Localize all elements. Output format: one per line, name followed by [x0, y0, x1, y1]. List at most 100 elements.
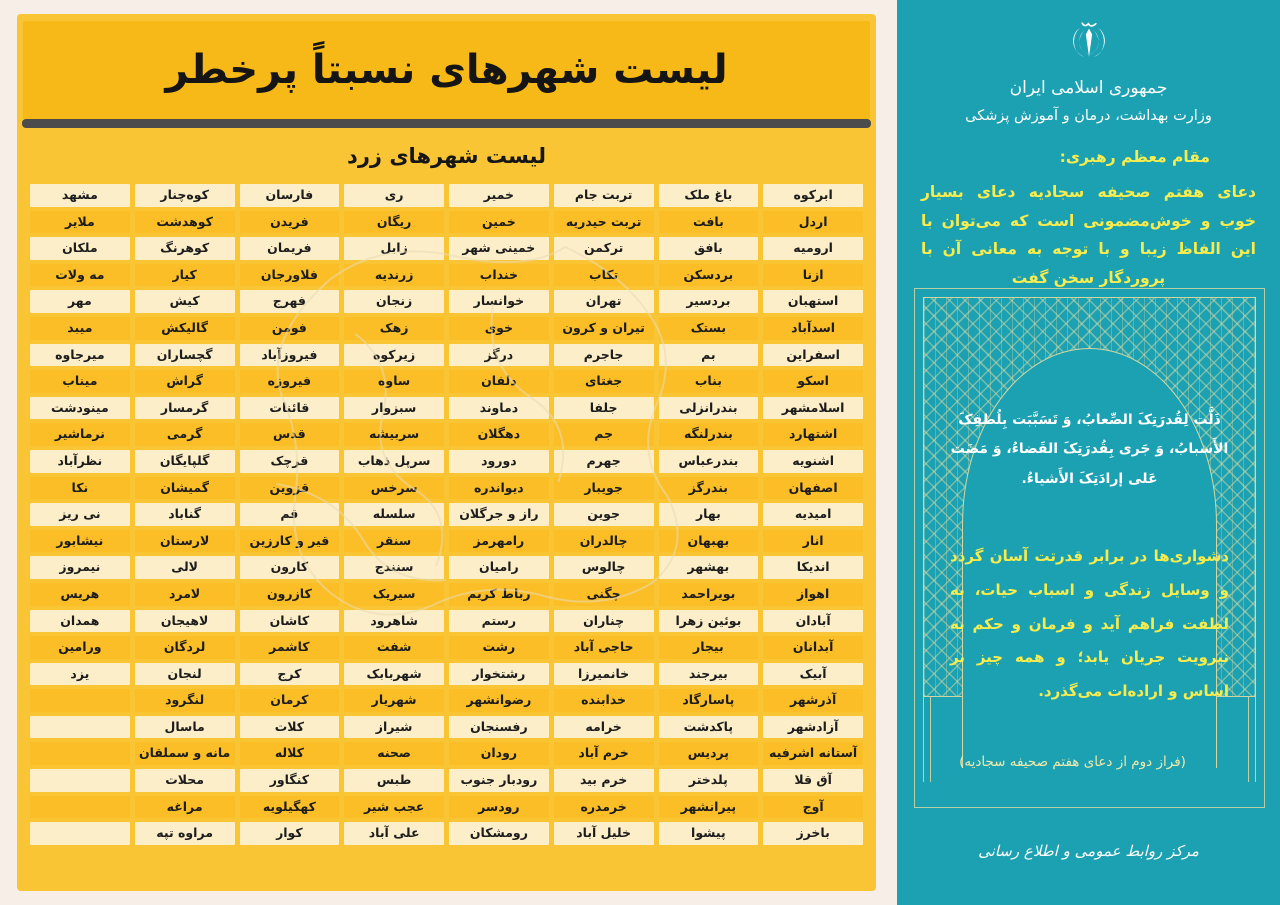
city-cell: ازنا: [763, 263, 863, 287]
city-cell: رفسنجان: [449, 715, 549, 739]
city-cell: میرجاوه: [30, 343, 130, 367]
city-cell: پیرانشهر: [658, 795, 759, 819]
city-cell: بستک: [658, 316, 759, 340]
city-cell: تهران: [553, 290, 654, 313]
city-cell: نرماشیر: [30, 423, 130, 446]
city-cell: قرچک: [239, 449, 340, 473]
city-cell: [30, 769, 130, 792]
city-cell: کاشان: [239, 609, 340, 633]
city-cell: خرم بید: [553, 769, 654, 792]
city-cell: ماسال: [134, 715, 235, 739]
city-cell: رستم: [449, 609, 549, 633]
city-cell: کارون: [239, 556, 340, 579]
city-cell: لنجان: [134, 662, 235, 686]
yellow-cities-card: لیست شهرهای نسبتاً پرخطر لیست شهرهای زرد…: [17, 14, 876, 891]
city-cell: اسکو: [763, 370, 863, 393]
city-cell: کلاله: [239, 742, 340, 766]
city-cell: جغتای: [553, 370, 654, 393]
city-cell: گرمی: [134, 423, 235, 446]
city-cell: [30, 822, 130, 845]
city-cell: ملایر: [30, 210, 130, 234]
city-cell: مشهد: [30, 184, 130, 207]
cities-table-wrap: ابرکوه باغ ملک تربت جام خمیر ری فارسان کوه‌چنا…: [30, 184, 863, 847]
city-cell: اسلامشهر: [763, 396, 863, 420]
city-cell: مراغه: [134, 795, 235, 819]
divider-bar: [22, 119, 871, 128]
city-cell: مراوه تپه: [134, 822, 235, 845]
city-cell: نظرآباد: [30, 449, 130, 473]
prayer-arch: ذَلَّت لِقُدرَتِکَ الصِّعابُ، وَ تَسَبَّ…: [914, 288, 1265, 808]
city-cell: مانه و سملقان: [134, 742, 235, 766]
city-cell: پلدختر: [658, 769, 759, 792]
city-cell: طبس: [344, 769, 444, 792]
city-cell: [30, 742, 130, 766]
city-cell: دماوند: [449, 396, 549, 420]
city-cell: بویراحمد: [658, 582, 759, 606]
city-cell: نیشابور: [30, 529, 130, 553]
city-cell: راز و جرگلان: [449, 503, 549, 526]
city-cell: بوئین زهرا: [658, 609, 759, 633]
city-cell: گراش: [134, 370, 235, 393]
city-cell: گچساران: [134, 343, 235, 367]
city-cell: ری: [344, 184, 444, 207]
iran-emblem-icon: [1072, 22, 1105, 57]
city-cell: قدس: [239, 423, 340, 446]
city-cell: کهگیلویه: [239, 795, 340, 819]
city-cell: باخرز: [763, 822, 863, 845]
city-cell: قیر و کارزین: [239, 529, 340, 553]
city-cell: اسدآباد: [763, 316, 863, 340]
city-cell: اشتهارد: [763, 423, 863, 446]
city-cell: کوهدشت: [134, 210, 235, 234]
city-cell: سنندج: [344, 556, 444, 579]
city-cell: بهار: [658, 503, 759, 526]
city-cell: فیروزآباد: [239, 343, 340, 367]
city-cell: خمیر: [449, 184, 549, 207]
city-cell: قم: [239, 503, 340, 526]
city-cell: کلات: [239, 715, 340, 739]
city-cell: کوار: [239, 822, 340, 845]
city-cell: جویبار: [553, 476, 654, 500]
city-cell: زابل: [344, 237, 444, 260]
prayer-translation-text: دشواری‌ها در برابر قدرتت آسان گردد و وسا…: [950, 547, 1229, 700]
city-cell: علی آباد: [344, 822, 444, 845]
city-cell: گالیکش: [134, 316, 235, 340]
city-cell: انار: [763, 529, 863, 553]
arch-pilaster-left: [923, 697, 931, 782]
city-cell: سرپل ذهاب: [344, 449, 444, 473]
city-cell: آبادان: [763, 609, 863, 633]
city-cell: بم: [658, 343, 759, 367]
city-cell: رودبار جنوب: [449, 769, 549, 792]
city-cell: خلیل آباد: [553, 822, 654, 845]
city-cell: نیمروز: [30, 556, 130, 579]
city-cell: رشت: [449, 636, 549, 659]
city-cell: ترکمن: [553, 237, 654, 260]
city-cell: رودان: [449, 742, 549, 766]
city-cell: اندیکا: [763, 556, 863, 579]
city-cell: دورود: [449, 449, 549, 473]
city-cell: امیدیه: [763, 503, 863, 526]
health-ministry-panel: جمهوری اسلامی ایران وزارت بهداشت، درمان …: [897, 0, 1280, 905]
city-cell: استهبان: [763, 290, 863, 313]
city-cell: مه ولات: [30, 263, 130, 287]
ministry-name: وزارت بهداشت، درمان و آموزش پزشکی: [965, 108, 1212, 124]
city-cell: پیشوا: [658, 822, 759, 845]
city-cell: اشنویه: [763, 449, 863, 473]
city-cell: لنگرود: [134, 689, 235, 712]
arch-frame: [914, 288, 1265, 808]
yellow-cities-table: ابرکوه باغ ملک تربت جام خمیر ری فارسان کوه‌چنا…: [30, 184, 863, 845]
page-title: لیست شهرهای نسبتاً پرخطر: [165, 47, 728, 93]
yellow-list-subtitle: لیست شهرهای زرد: [347, 144, 546, 168]
city-cell: سربیشه: [344, 423, 444, 446]
city-cell: کرمان: [239, 689, 340, 712]
city-cell: زهک: [344, 316, 444, 340]
city-cell: ورامین: [30, 636, 130, 659]
city-cell: زرندیه: [344, 263, 444, 287]
city-cell: خوی: [449, 316, 549, 340]
prayer-source-attribution: (فراز دوم از دعای هفتم صحیفه سجادیه): [959, 754, 1186, 770]
city-cell: سرخس: [344, 476, 444, 500]
city-cell: یزد: [30, 662, 130, 686]
city-cell: بیرجند: [658, 662, 759, 686]
city-cell: کازرون: [239, 582, 340, 606]
city-cell: گرمسار: [134, 396, 235, 420]
city-cell: تیران و کرون: [553, 316, 654, 340]
